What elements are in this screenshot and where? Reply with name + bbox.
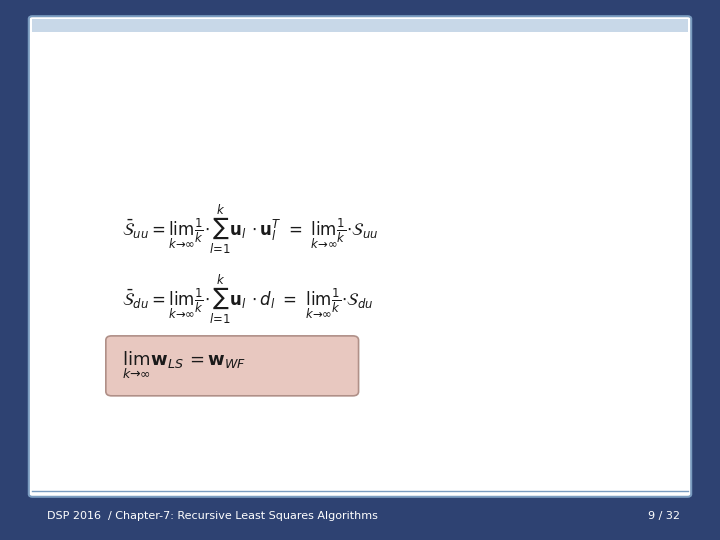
FancyBboxPatch shape (106, 336, 359, 396)
Text: $\lim_{k\to\infty}\mathbf{w}_{LS} = \mathbf{w}_{WF}$: $\lim_{k\to\infty}\mathbf{w}_{LS} = \mat… (122, 350, 247, 381)
FancyBboxPatch shape (29, 16, 691, 497)
Bar (32, 19, 688, 32)
Text: $\bar{\mathcal{S}}_{uu} = \lim_{k\to\infty}\frac{1}{k}\cdot\sum_{l=1}^{k}\mathbf: $\bar{\mathcal{S}}_{uu} = \lim_{k\to\inf… (122, 203, 379, 256)
Text: DSP 2016  / Chapter-7: Recursive Least Squares Algorithms: DSP 2016 / Chapter-7: Recursive Least Sq… (47, 511, 378, 521)
Text: $\bar{\mathcal{S}}_{du} = \lim_{k\to\infty}\frac{1}{k}\cdot\sum_{l=1}^{k}\mathbf: $\bar{\mathcal{S}}_{du} = \lim_{k\to\inf… (122, 273, 374, 326)
Text: 9 / 32: 9 / 32 (649, 511, 680, 521)
